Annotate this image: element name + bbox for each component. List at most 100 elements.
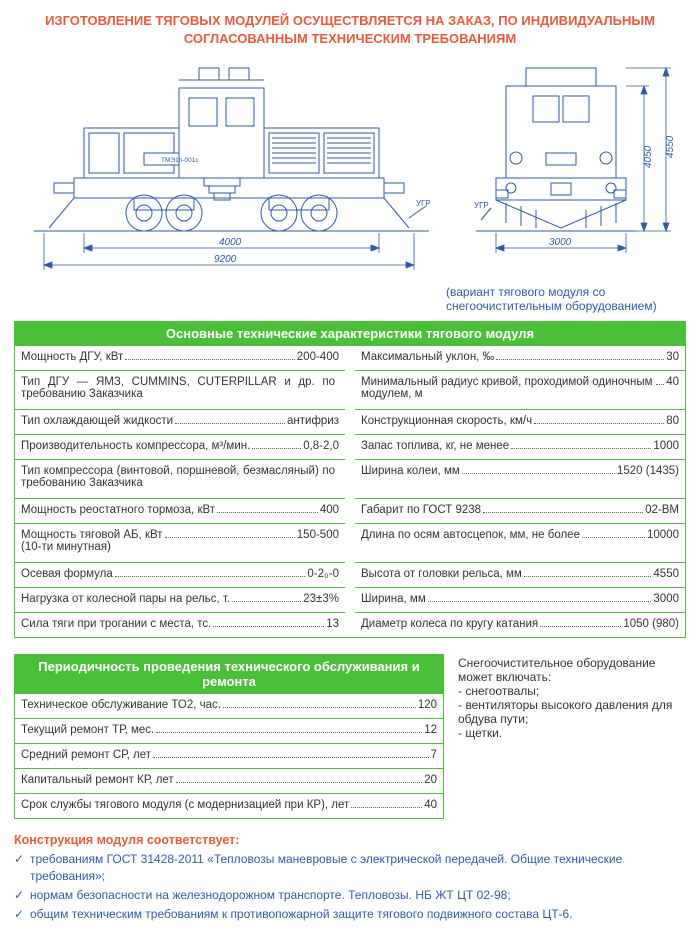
svg-text:9200: 9200 [214,254,237,265]
spec-row: Минимальный радиус кривой, проходимой од… [355,371,685,410]
spec-label: Производительность компрессора, м³/мин. [21,440,250,452]
side-text-line: - вентиляторы высокого давления для обду… [458,698,686,726]
spec-label: Текущий ремонт ТР, мес. [21,724,154,736]
spec-row: Длина по осям автосцепок, мм, не более 10… [355,524,685,563]
spec-label: Тип компрессора (винтовой, поршневой, бе… [21,465,339,489]
spec-label: Срок службы тягового модуля (с модерниза… [21,799,349,811]
spec-row: Высота от головки рельса, мм 4550 [355,563,685,588]
spec-label: Ширина, мм [361,593,426,605]
compliance-title: Конструкция модуля соответствует: [14,833,686,847]
spec-row: Сила тяги при трогании с места, тс. 13 [15,613,345,637]
spec-label: Средний ремонт СР, лет [21,749,151,761]
spec-value: 120 [418,699,437,711]
spec-label: Тип охлаждающей жидкости [21,415,173,427]
spec-value: 4550 [653,568,679,580]
spec-row: Средний ремонт СР, лет 7 [15,744,443,769]
spec-value: 0-2₀-0 [307,568,339,580]
spec-value: антифриз [287,415,339,427]
spec-row: Ширина колеи, мм 1520 (1435) [355,460,685,499]
spec-value: 20 [424,774,437,786]
spec-row: Производительность компрессора, м³/мин. 0… [15,435,345,460]
side-text-line: Снегоочистительное оборудование может вк… [458,656,686,684]
compliance-section: Конструкция модуля соответствует: требов… [14,833,686,922]
svg-text:4550: 4550 [665,136,676,159]
svg-text:3000: 3000 [549,237,572,248]
side-view-drawing: ТМЭ1h-001с УГР 4000 9200 [14,58,444,281]
spec-value: 1000 [653,440,679,452]
spec-row: Тип компрессора (винтовой, поршневой, бе… [15,460,345,499]
compliance-item: нормам безопасности на железнодорожном т… [14,887,686,903]
specs-section-header: Основные технические характеристики тяго… [14,321,686,346]
spec-value: 3000 [653,593,679,605]
spec-row: Осевая формула 0-2₀-0 [15,563,345,588]
side-text-line: - снегоотвалы; [458,684,686,698]
spec-label: Тип ДГУ — ЯМЗ, CUMMINS, CUTERPILLAR и др… [21,376,339,400]
spec-row: Текущий ремонт ТР, мес. 12 [15,719,443,744]
side-text-line: - щетки. [458,726,686,740]
spec-row: Запас топлива, кг, не менее 1000 [355,435,685,460]
page-title: ИЗГОТОВЛЕНИЕ ТЯГОВЫХ МОДУЛЕЙ ОСУЩЕСТВЛЯЕ… [14,12,686,48]
specs-table: Мощность ДГУ, кВт 200-400 Тип ДГУ — ЯМЗ, C… [14,346,686,638]
spec-value: 1050 (980) [623,618,679,630]
spec-value: 13 [326,618,339,630]
spec-row: Мощность тяговой АБ, кВт (10-ти минутная… [15,524,345,563]
spec-row: Тип охлаждающей жидкости антифриз [15,410,345,435]
spec-value: 30 [666,351,679,363]
spec-value: 12 [424,724,437,736]
spec-label: Нагрузка от колесной пары на рельс, т. [21,593,230,605]
spec-label: Сила тяги при трогании с места, тс. [21,618,211,630]
spec-row: Мощность ДГУ, кВт 200-400 [15,346,345,371]
svg-text:УГР: УГР [474,201,489,210]
spec-label: Конструкционная скорость, км/ч [361,415,532,427]
drawing-caption: (вариант тягового модуля со снегоочистит… [446,285,686,313]
spec-row: Тип ДГУ — ЯМЗ, CUMMINS, CUTERPILLAR и др… [15,371,345,410]
spec-label: Запас топлива, кг, не менее [361,440,509,452]
snow-equipment-text: Снегоочистительное оборудование может вк… [458,654,686,819]
spec-label: Мощность реостатного тормоза, кВт [21,504,215,516]
spec-value: 80 [666,415,679,427]
compliance-item: общим техническим требованиям к противоп… [14,906,686,922]
spec-value: 40 [666,376,679,388]
compliance-item: требованиям ГОСТ 31428-2011 «Тепловозы м… [14,851,686,883]
front-view-drawing: УГР 3000 4050 [471,58,686,281]
spec-row: Максимальный уклон, ‰ 30 [355,346,685,371]
spec-value: 40 [424,799,437,811]
spec-label: Мощность ДГУ, кВт [21,351,123,363]
spec-value: 1520 (1435) [617,465,679,477]
svg-text:УГР: УГР [416,199,431,208]
spec-row: Ширина, мм 3000 [355,588,685,613]
technical-drawings: ТМЭ1h-001с УГР 4000 9200 [14,58,686,281]
spec-value: 23±3% [303,593,339,605]
spec-value: 200-400 [297,351,339,363]
maint-table: Техническое обслуживание ТО2, час. 120 Тек… [14,694,444,819]
spec-label: Диаметр колеса по кругу катания [361,618,538,630]
spec-label: Капитальный ремонт КР, лет [21,774,174,786]
spec-label: Ширина колеи, мм [361,465,460,477]
spec-value: 02-ВМ [645,504,679,516]
spec-row: Диаметр колеса по кругу катания 1050 (980… [355,613,685,637]
spec-row: Срок службы тягового модуля (с модерниза… [15,794,443,818]
spec-label: Мощность тяговой АБ, кВт (10-ти минутная… [21,529,163,553]
spec-row: Капитальный ремонт КР, лет 20 [15,769,443,794]
spec-label: Минимальный радиус кривой, проходимой од… [361,376,654,400]
spec-value: 0,8-2,0 [303,440,339,452]
spec-label: Высота от головки рельса, мм [361,568,522,580]
spec-label: Габарит по ГОСТ 9238 [361,504,481,516]
spec-label: Максимальный уклон, ‰ [361,351,494,363]
spec-label: Осевая формула [21,568,113,580]
svg-text:4050: 4050 [643,146,654,169]
svg-text:4000: 4000 [219,237,242,248]
spec-value: 400 [320,504,339,516]
maint-section-header: Периодичность проведения технического об… [14,654,444,694]
spec-label: Длина по осям автосцепок, мм, не более [361,529,580,541]
spec-row: Мощность реостатного тормоза, кВт 400 [15,499,345,524]
spec-value: 150-500 [297,529,339,541]
spec-row: Конструкционная скорость, км/ч 80 [355,410,685,435]
svg-text:ТМЭ1h-001с: ТМЭ1h-001с [161,157,199,164]
spec-value: 10000 [647,529,679,541]
spec-label: Техническое обслуживание ТО2, час. [21,699,221,711]
spec-row: Нагрузка от колесной пары на рельс, т. 23… [15,588,345,613]
spec-value: 7 [431,749,437,761]
spec-row: Техническое обслуживание ТО2, час. 120 [15,694,443,719]
spec-row: Габарит по ГОСТ 9238 02-ВМ [355,499,685,524]
